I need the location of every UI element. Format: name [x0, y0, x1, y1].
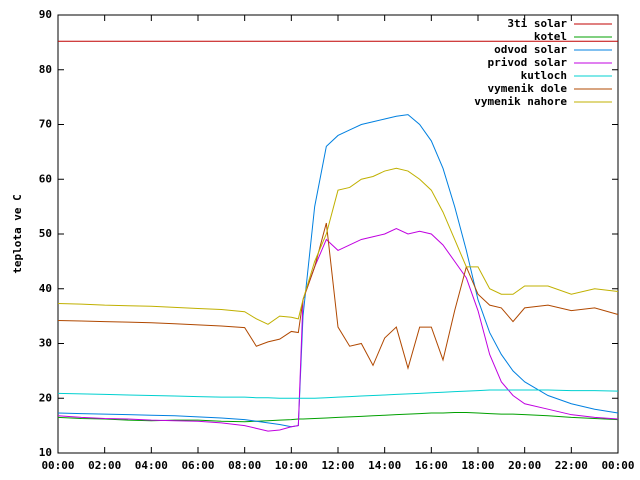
legend-label: kotel [534, 30, 567, 43]
y-tick-label: 10 [39, 446, 52, 459]
y-tick-label: 90 [39, 8, 52, 21]
series-line [57, 227, 619, 432]
x-tick-label: 12:00 [321, 459, 354, 472]
y-tick-label: 80 [39, 63, 52, 76]
y-tick-label: 50 [39, 227, 52, 240]
legend-label: kutloch [521, 69, 567, 82]
y-tick-label: 20 [39, 391, 52, 404]
x-tick-label: 00:00 [41, 459, 74, 472]
x-tick-label: 00:00 [601, 459, 634, 472]
legend-label: vymenik nahore [474, 95, 567, 108]
legend-label: 3ti solar [507, 17, 567, 30]
x-tick-label: 22:00 [555, 459, 588, 472]
series-line [57, 167, 619, 325]
legend-label: vymenik dole [488, 82, 568, 95]
series-line [57, 114, 619, 428]
x-tick-label: 14:00 [368, 459, 401, 472]
legend-label: odvod solar [494, 43, 567, 56]
x-tick-label: 18:00 [461, 459, 494, 472]
y-tick-label: 30 [39, 337, 52, 350]
x-tick-label: 08:00 [228, 459, 261, 472]
x-tick-label: 06:00 [181, 459, 214, 472]
x-tick-label: 20:00 [508, 459, 541, 472]
x-tick-label: 04:00 [135, 459, 168, 472]
y-axis-label: teplota ve C [11, 194, 24, 273]
y-tick-label: 70 [39, 118, 52, 131]
legend-label: privod solar [488, 56, 568, 69]
y-tick-label: 60 [39, 172, 52, 185]
series-line [57, 389, 619, 399]
x-tick-label: 10:00 [275, 459, 308, 472]
x-tick-label: 02:00 [88, 459, 121, 472]
y-tick-label: 40 [39, 282, 52, 295]
x-tick-label: 16:00 [415, 459, 448, 472]
series-line [57, 222, 619, 370]
series-line [57, 411, 619, 423]
